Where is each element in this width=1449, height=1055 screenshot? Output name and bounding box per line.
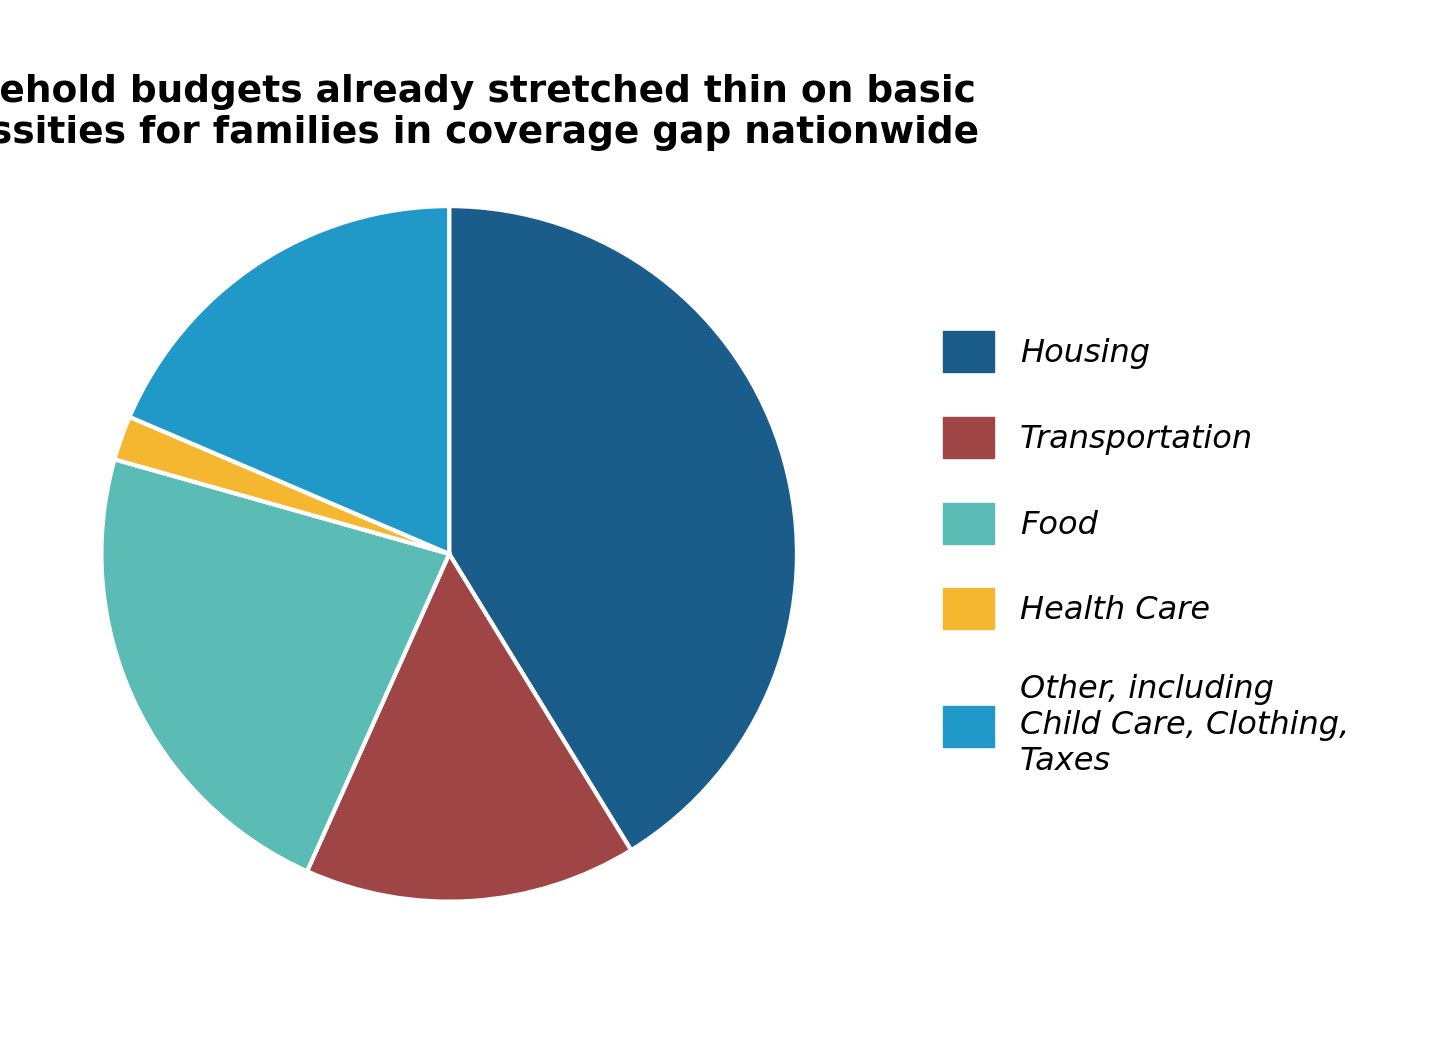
Wedge shape [101, 459, 449, 871]
Wedge shape [307, 554, 632, 902]
Text: Household budgets already stretched thin on basic
necessities for families in co: Household budgets already stretched thin… [0, 74, 980, 152]
Wedge shape [129, 206, 449, 554]
Wedge shape [114, 417, 449, 554]
Wedge shape [449, 206, 797, 850]
Legend: Housing, Transportation, Food, Health Care, Other, including
Child Care, Clothin: Housing, Transportation, Food, Health Ca… [943, 331, 1349, 776]
